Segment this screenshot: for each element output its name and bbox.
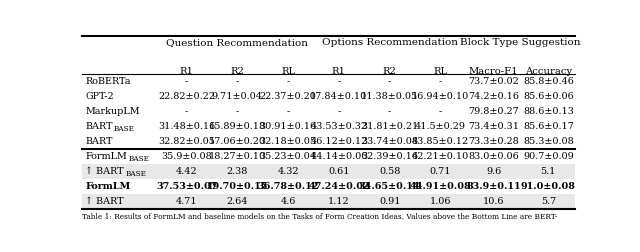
Text: 32.82±0.05: 32.82±0.05 <box>158 137 215 146</box>
Text: 0.91: 0.91 <box>379 197 401 206</box>
Text: -: - <box>287 107 290 116</box>
Text: -: - <box>388 107 391 116</box>
Text: Question Recommendation: Question Recommendation <box>166 38 308 47</box>
Text: ↑ BART: ↑ BART <box>86 197 124 206</box>
Text: 31.81±0.21: 31.81±0.21 <box>361 122 419 131</box>
Text: 41.5±0.29: 41.5±0.29 <box>415 122 466 131</box>
Text: R1: R1 <box>332 67 346 76</box>
Text: -: - <box>388 77 391 86</box>
Text: R2: R2 <box>230 67 244 76</box>
Text: 42.21±0.10: 42.21±0.10 <box>412 152 469 161</box>
Text: Macro-F1: Macro-F1 <box>469 67 518 76</box>
Text: 1.06: 1.06 <box>429 197 451 206</box>
Text: 22.82±0.22: 22.82±0.22 <box>158 92 215 101</box>
Text: 34.65±0.14: 34.65±0.14 <box>359 182 420 191</box>
Text: BASE: BASE <box>128 155 149 163</box>
Text: 22.37±0.20: 22.37±0.20 <box>260 92 317 101</box>
Text: 2.38: 2.38 <box>227 167 248 176</box>
Text: 85.3±0.08: 85.3±0.08 <box>523 137 573 146</box>
Text: -: - <box>287 77 290 86</box>
Text: 33.74±0.08: 33.74±0.08 <box>361 137 418 146</box>
Text: 30.91±0.16: 30.91±0.16 <box>260 122 317 131</box>
Text: 37.53±0.07: 37.53±0.07 <box>156 182 217 191</box>
Text: 35.23±0.04: 35.23±0.04 <box>260 152 317 161</box>
Text: 9.71±0.04: 9.71±0.04 <box>212 92 263 101</box>
Text: BASE: BASE <box>125 170 146 178</box>
Text: 32.18±0.05: 32.18±0.05 <box>260 137 317 146</box>
Text: 10.6: 10.6 <box>483 197 504 206</box>
Text: RL: RL <box>281 67 295 76</box>
FancyBboxPatch shape <box>83 194 575 209</box>
Text: BART: BART <box>86 137 113 146</box>
Text: -: - <box>236 77 239 86</box>
Text: 4.32: 4.32 <box>277 167 299 176</box>
Text: Table 1: Results of FormLM and baseline models on the Tasks of Form Creation Ide: Table 1: Results of FormLM and baseline … <box>83 213 557 221</box>
Text: 85.6±0.17: 85.6±0.17 <box>523 122 574 131</box>
Text: 18.27±0.10: 18.27±0.10 <box>209 152 266 161</box>
FancyBboxPatch shape <box>83 164 575 179</box>
Text: 2.64: 2.64 <box>227 197 248 206</box>
Text: 43.53±0.32: 43.53±0.32 <box>310 122 367 131</box>
Text: 36.78±0.12: 36.78±0.12 <box>257 182 319 191</box>
Text: 5.7: 5.7 <box>541 197 556 206</box>
Text: 17.84±0.10: 17.84±0.10 <box>310 92 367 101</box>
Text: -: - <box>439 107 442 116</box>
Text: 73.3±0.28: 73.3±0.28 <box>468 137 519 146</box>
Text: 47.24±0.02: 47.24±0.02 <box>308 182 370 191</box>
Text: 74.2±0.16: 74.2±0.16 <box>468 92 519 101</box>
Text: 19.70±0.15: 19.70±0.15 <box>207 182 268 191</box>
Text: Accuracy: Accuracy <box>525 67 572 76</box>
Text: 43.85±0.12: 43.85±0.12 <box>412 137 469 146</box>
Text: MarkupLM: MarkupLM <box>86 107 140 116</box>
Text: 85.6±0.06: 85.6±0.06 <box>523 92 573 101</box>
Text: 4.6: 4.6 <box>280 197 296 206</box>
Text: Options Recommendation: Options Recommendation <box>322 38 458 47</box>
Text: 17.06±0.20: 17.06±0.20 <box>209 137 266 146</box>
Text: 11.38±0.05: 11.38±0.05 <box>361 92 418 101</box>
Text: 73.4±0.31: 73.4±0.31 <box>468 122 519 131</box>
Text: 90.7±0.09: 90.7±0.09 <box>523 152 573 161</box>
Text: 83.9±0.11: 83.9±0.11 <box>467 182 521 191</box>
Text: RoBERTa: RoBERTa <box>86 77 131 86</box>
Text: 46.12±0.12: 46.12±0.12 <box>310 137 367 146</box>
Text: 88.6±0.13: 88.6±0.13 <box>523 107 574 116</box>
Text: 91.0±0.08: 91.0±0.08 <box>521 182 576 191</box>
Text: 16.94±0.10: 16.94±0.10 <box>412 92 469 101</box>
Text: R2: R2 <box>383 67 397 76</box>
Text: 44.91±0.08: 44.91±0.08 <box>410 182 471 191</box>
Text: 31.48±0.16: 31.48±0.16 <box>158 122 215 131</box>
Text: BASE: BASE <box>114 125 135 133</box>
Text: FormLM: FormLM <box>86 152 127 161</box>
Text: -: - <box>185 77 188 86</box>
Text: Block Type Suggestion: Block Type Suggestion <box>460 38 580 47</box>
Text: 32.39±0.16: 32.39±0.16 <box>361 152 418 161</box>
Text: 4.42: 4.42 <box>176 167 197 176</box>
Text: R1: R1 <box>180 67 193 76</box>
Text: 5.1: 5.1 <box>541 167 556 176</box>
Text: BART: BART <box>86 122 113 131</box>
Text: 1.12: 1.12 <box>328 197 349 206</box>
Text: -: - <box>337 107 340 116</box>
Text: -: - <box>185 107 188 116</box>
Text: RL: RL <box>433 67 447 76</box>
Text: 0.61: 0.61 <box>328 167 349 176</box>
Text: 44.14±0.06: 44.14±0.06 <box>310 152 367 161</box>
Text: 85.8±0.46: 85.8±0.46 <box>523 77 574 86</box>
Text: 0.71: 0.71 <box>429 167 451 176</box>
Text: 35.9±0.08: 35.9±0.08 <box>161 152 212 161</box>
Text: FormLM: FormLM <box>86 182 131 191</box>
Text: 9.6: 9.6 <box>486 167 501 176</box>
Text: 4.71: 4.71 <box>176 197 197 206</box>
Text: GPT-2: GPT-2 <box>86 92 114 101</box>
Text: 79.8±0.27: 79.8±0.27 <box>468 107 519 116</box>
Text: 15.89±0.18: 15.89±0.18 <box>209 122 266 131</box>
Text: 73.7±0.02: 73.7±0.02 <box>468 77 519 86</box>
Text: 0.58: 0.58 <box>379 167 401 176</box>
Text: -: - <box>439 77 442 86</box>
Text: -: - <box>236 107 239 116</box>
Text: 83.0±0.06: 83.0±0.06 <box>468 152 519 161</box>
Text: -: - <box>337 77 340 86</box>
Text: ↑ BART: ↑ BART <box>86 167 124 176</box>
